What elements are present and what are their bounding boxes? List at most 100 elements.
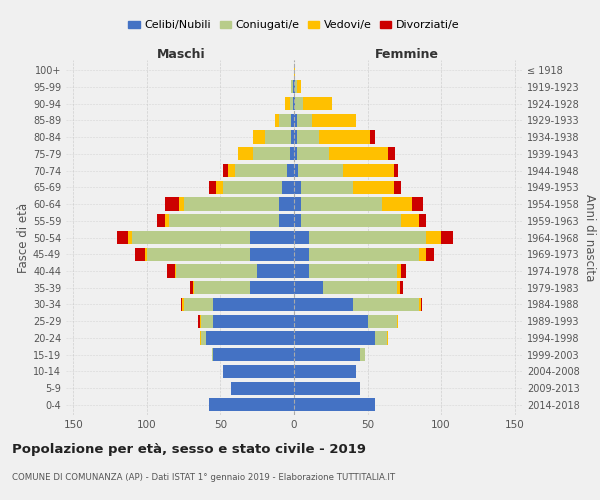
Bar — [279, 114, 291, 127]
Bar — [145, 248, 147, 261]
Bar — [209, 398, 294, 411]
Bar — [419, 298, 421, 311]
Bar — [157, 214, 164, 228]
Bar — [294, 130, 297, 143]
Bar — [400, 281, 403, 294]
Bar — [309, 264, 397, 278]
Bar — [294, 382, 360, 394]
Bar — [167, 264, 175, 278]
Bar — [295, 80, 297, 94]
Bar — [353, 180, 394, 194]
Bar — [297, 147, 329, 160]
Bar — [397, 281, 400, 294]
Bar — [294, 80, 295, 94]
Bar — [291, 130, 294, 143]
Bar — [303, 97, 332, 110]
Bar — [301, 198, 382, 210]
Bar — [206, 332, 294, 344]
Bar — [294, 214, 301, 228]
Bar — [285, 97, 290, 110]
Bar — [301, 180, 353, 194]
Bar — [216, 180, 223, 194]
Bar — [294, 398, 375, 411]
Y-axis label: Anni di nascita: Anni di nascita — [583, 194, 596, 281]
Bar — [298, 164, 343, 177]
Bar — [228, 164, 235, 177]
Bar — [223, 180, 282, 194]
Bar — [279, 214, 294, 228]
Bar — [394, 164, 398, 177]
Bar — [212, 348, 213, 361]
Bar — [209, 180, 216, 194]
Bar — [164, 198, 179, 210]
Bar — [419, 248, 427, 261]
Legend: Celibi/Nubili, Coniugati/e, Vedovi/e, Divorziati/e: Celibi/Nubili, Coniugati/e, Vedovi/e, Di… — [124, 16, 464, 34]
Bar — [294, 348, 360, 361]
Bar — [235, 164, 287, 177]
Bar — [231, 382, 294, 394]
Bar — [294, 64, 295, 76]
Bar — [193, 281, 194, 294]
Bar — [360, 348, 365, 361]
Bar — [297, 114, 311, 127]
Bar — [132, 231, 250, 244]
Bar — [290, 97, 293, 110]
Bar — [135, 248, 145, 261]
Bar — [223, 164, 228, 177]
Bar — [353, 298, 419, 311]
Bar — [297, 80, 301, 94]
Bar — [213, 348, 294, 361]
Bar — [370, 130, 375, 143]
Bar — [200, 332, 202, 344]
Bar — [181, 298, 182, 311]
Bar — [238, 147, 253, 160]
Bar — [291, 114, 294, 127]
Bar — [412, 198, 424, 210]
Bar — [309, 248, 419, 261]
Text: Popolazione per età, sesso e stato civile - 2019: Popolazione per età, sesso e stato civil… — [12, 442, 366, 456]
Bar — [297, 130, 319, 143]
Bar — [250, 281, 294, 294]
Bar — [294, 164, 298, 177]
Bar — [287, 164, 294, 177]
Bar — [164, 214, 169, 228]
Bar — [397, 264, 401, 278]
Bar — [294, 180, 301, 194]
Text: Maschi: Maschi — [157, 48, 205, 61]
Bar — [118, 231, 128, 244]
Bar — [375, 332, 386, 344]
Bar — [147, 248, 250, 261]
Bar — [190, 281, 193, 294]
Bar — [200, 314, 202, 328]
Bar — [182, 298, 184, 311]
Bar — [382, 198, 412, 210]
Bar — [293, 80, 294, 94]
Bar — [199, 314, 200, 328]
Bar — [294, 365, 356, 378]
Bar — [291, 80, 293, 94]
Bar — [329, 147, 388, 160]
Text: COMUNE DI COMUNANZA (AP) - Dati ISTAT 1° gennaio 2019 - Elaborazione TUTTITALIA.: COMUNE DI COMUNANZA (AP) - Dati ISTAT 1°… — [12, 472, 395, 482]
Bar — [427, 248, 434, 261]
Bar — [421, 298, 422, 311]
Bar — [250, 231, 294, 244]
Bar — [202, 314, 213, 328]
Bar — [311, 114, 356, 127]
Bar — [279, 198, 294, 210]
Bar — [294, 248, 309, 261]
Bar — [253, 147, 290, 160]
Bar — [401, 214, 419, 228]
Bar — [250, 248, 294, 261]
Bar — [386, 332, 388, 344]
Bar — [294, 147, 297, 160]
Bar — [294, 298, 353, 311]
Bar — [343, 164, 394, 177]
Y-axis label: Fasce di età: Fasce di età — [17, 202, 30, 272]
Bar — [293, 97, 294, 110]
Bar — [309, 231, 427, 244]
Bar — [294, 114, 297, 127]
Bar — [282, 180, 294, 194]
Bar — [213, 298, 294, 311]
Bar — [397, 314, 398, 328]
Bar — [294, 314, 368, 328]
